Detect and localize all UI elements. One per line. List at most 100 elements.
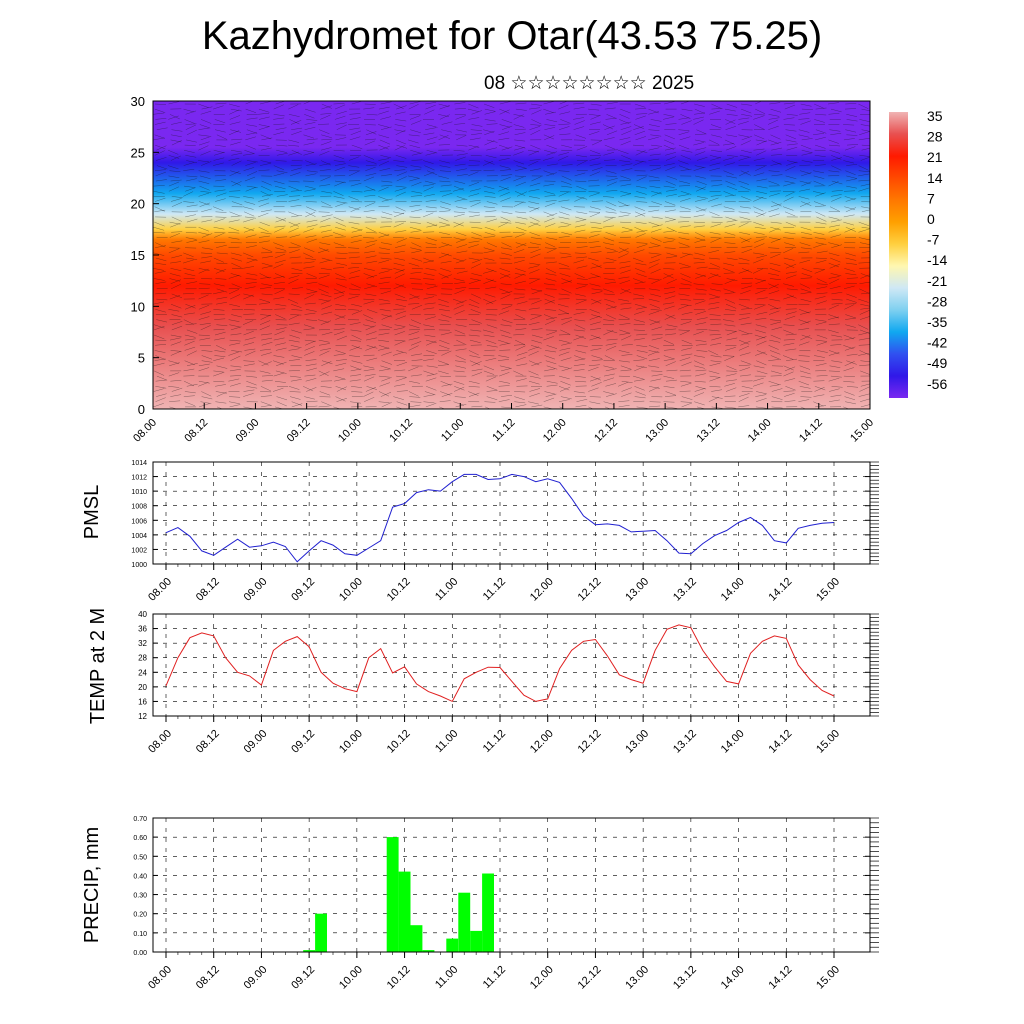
colorbar-label: 28 <box>927 129 943 145</box>
y-tick-label: 1002 <box>131 547 147 554</box>
precip-grid <box>153 817 870 953</box>
precip-frame <box>152 817 871 953</box>
x-tick-label: 10.00 <box>337 964 365 992</box>
x-tick-label: 08.12 <box>194 576 222 604</box>
wind-streak-row <box>155 114 870 125</box>
x-tick-label: 11.00 <box>433 576 460 603</box>
temp-y-axis: 12 16 20 24 28 32 36 40 <box>138 610 879 721</box>
heatmap-x-tick-label: 12.12 <box>592 417 620 445</box>
colorbar-label: 35 <box>927 108 943 124</box>
wind-streak-row <box>155 170 870 181</box>
wind-streak-row <box>155 304 870 315</box>
page-title: Kazhydromet for Otar(43.53 75.25) <box>201 14 823 58</box>
heatmap-x-tick-label: 08.12 <box>182 417 210 445</box>
wind-streak-row <box>155 350 870 361</box>
temperature-heatmap <box>153 101 870 409</box>
x-tick-label: 15.00 <box>814 576 842 604</box>
x-tick-label: 13.00 <box>623 728 651 756</box>
x-tick-label: 14.00 <box>719 576 747 604</box>
x-tick-label: 09.12 <box>289 576 317 604</box>
wind-streak-row <box>154 325 870 335</box>
y-tick-label: 0.00 <box>133 950 147 957</box>
precip-bars <box>303 837 494 952</box>
precip-y-label: PRECIP, mm <box>81 827 103 943</box>
precip-bar <box>315 913 327 952</box>
x-tick-label: 13.12 <box>671 964 699 992</box>
wind-streak-row <box>154 165 870 176</box>
pmsl-x-axis: 08.00 08.12 09.00 09.12 10.00 10.12 11.00 11.12… <box>146 564 842 604</box>
colorbar-label: -42 <box>927 335 947 351</box>
y-tick-label: 40 <box>138 610 147 619</box>
date-subtitle: 08 ☆☆☆☆☆☆☆☆ 2025 <box>484 73 695 94</box>
x-tick-label: 12.12 <box>576 728 604 756</box>
y-tick-label: 28 <box>138 654 147 663</box>
wind-streak-row <box>154 104 870 115</box>
temp-grid <box>153 613 870 717</box>
colorbar-label: -28 <box>927 293 947 309</box>
wind-streak-row <box>154 101 869 109</box>
x-tick-label: 10.00 <box>337 576 365 604</box>
wind-streak-row <box>155 381 870 392</box>
pmsl-frame <box>152 461 871 565</box>
x-tick-label: 09.00 <box>242 576 270 604</box>
y-tick-label: 0.30 <box>133 893 147 900</box>
precip-bar <box>482 873 494 952</box>
y-tick-label: 1004 <box>131 533 147 540</box>
precip-bar <box>303 950 316 952</box>
x-tick-label: 12.00 <box>528 964 556 992</box>
wind-streak-row <box>155 253 870 263</box>
x-tick-label: 14.12 <box>766 728 794 756</box>
heatmap-y-tick-label: 0 <box>138 402 145 417</box>
wind-streak-row <box>155 237 870 248</box>
wind-streak-row <box>156 145 870 155</box>
x-tick-label: 14.00 <box>719 728 747 756</box>
pmsl-y-label: PMSL <box>81 485 103 539</box>
x-tick-label: 11.12 <box>481 964 508 991</box>
heatmap-x-tick-label: 14.00 <box>746 417 774 445</box>
colorbar-labels: 35 28 21 14 7 0 -7 -14 -21 -28 -35 -42 -49 -56 <box>927 108 947 392</box>
temp-x-axis: 08.00 08.12 09.00 09.12 10.00 10.12 11.00 11.12… <box>146 716 842 756</box>
colorbar-label: -14 <box>927 252 947 268</box>
wind-streak-row <box>154 201 870 212</box>
colorbar-label: -56 <box>927 376 947 392</box>
colorbar-strip <box>889 112 908 398</box>
x-tick-label: 09.00 <box>242 964 270 992</box>
y-tick-label: 0.60 <box>133 835 147 842</box>
x-tick-label: 09.12 <box>289 964 317 992</box>
heatmap-x-tick-label: 10.12 <box>387 417 415 445</box>
wind-streak-row <box>153 386 870 397</box>
heatmap-x-tick-label: 13.00 <box>643 417 671 445</box>
x-tick-label: 09.00 <box>242 728 270 756</box>
wind-streak-row <box>155 288 870 299</box>
x-tick-label: 14.12 <box>766 576 794 604</box>
x-tick-label: 13.00 <box>623 964 651 992</box>
y-tick-label: 20 <box>138 683 147 692</box>
wind-streaks <box>153 101 870 409</box>
x-tick-label: 12.12 <box>576 964 604 992</box>
wind-streak-row <box>154 268 870 279</box>
x-tick-label: 13.12 <box>671 576 699 604</box>
y-tick-label: 12 <box>138 712 147 721</box>
wind-streak-row <box>155 155 870 166</box>
y-tick-label: 1012 <box>131 475 147 482</box>
temp-panel: 12 16 20 24 28 32 36 40 08.00 08.12 09.00 09.12 10.… <box>87 608 879 756</box>
heatmap-y-tick-label: 30 <box>131 94 145 109</box>
colorbar-label: -49 <box>927 355 947 371</box>
x-tick-label: 08.12 <box>194 964 222 992</box>
x-tick-label: 12.12 <box>576 576 604 604</box>
wind-streak-row <box>154 217 870 227</box>
wind-streak-row <box>153 273 870 284</box>
x-tick-label: 10.12 <box>385 728 413 756</box>
y-tick-label: 0.20 <box>133 912 147 919</box>
wind-streak-row <box>153 109 870 120</box>
wind-streak-row <box>155 309 870 320</box>
y-tick-label: 0.10 <box>133 931 147 938</box>
wind-streak-row <box>153 248 870 258</box>
heatmap-y-tick-label: 10 <box>131 299 145 314</box>
precip-bar <box>410 925 423 952</box>
heatmap-y-tick-label: 20 <box>131 197 145 212</box>
wind-streak-row <box>154 330 870 340</box>
wind-streak-row <box>156 283 870 294</box>
pmsl-series-line <box>165 473 835 563</box>
x-tick-label: 08.00 <box>146 576 174 604</box>
